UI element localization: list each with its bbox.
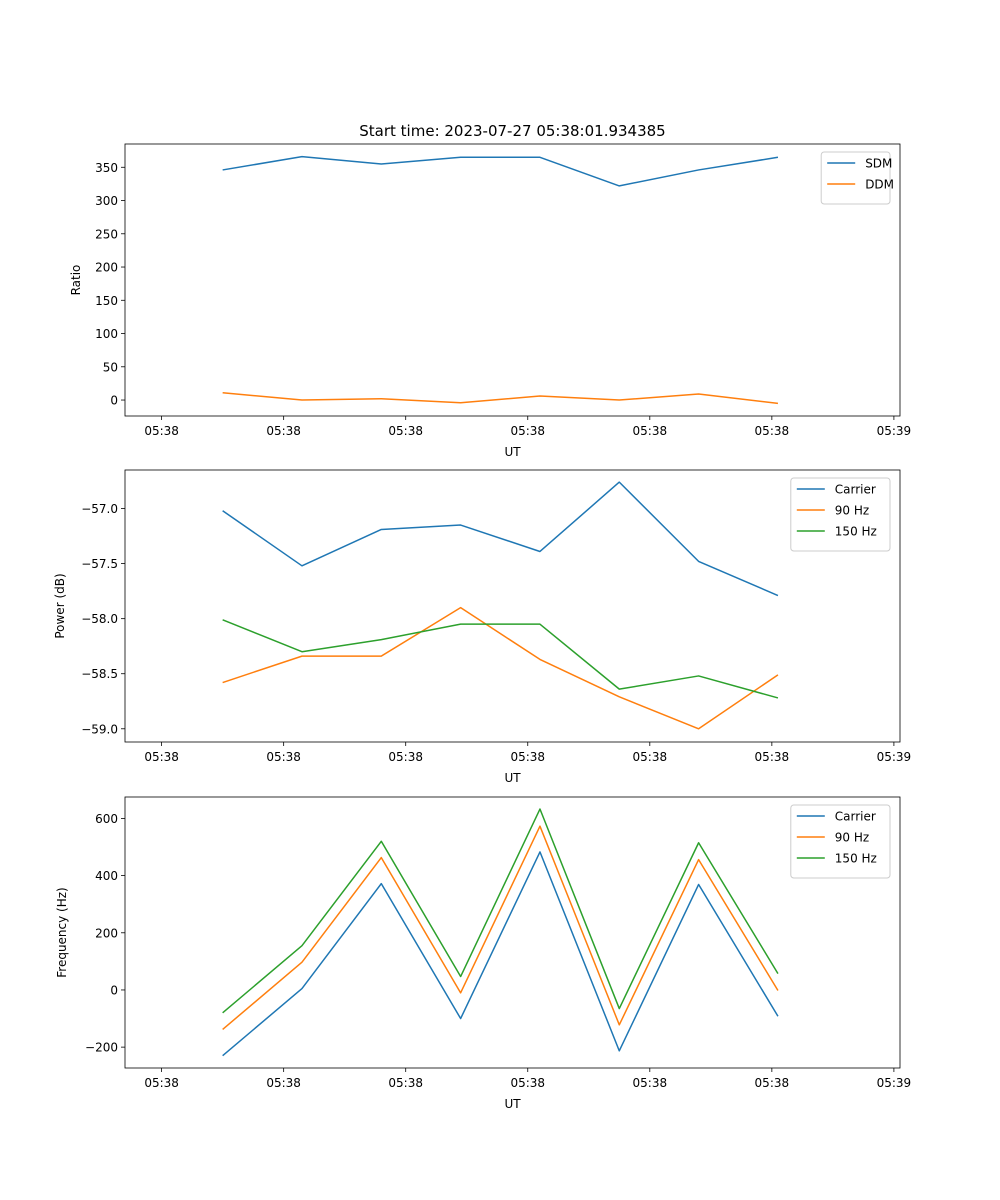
- series-line-90-hz: [222, 825, 779, 1030]
- plot-frame: [124, 469, 901, 743]
- legend-entry: SDM: [865, 157, 892, 171]
- x-tick-label: 05:38: [144, 424, 179, 438]
- y-tick-label: 0: [110, 983, 118, 997]
- legend: Carrier 90 Hz 150 Hz: [790, 477, 891, 552]
- y-axis-label: Frequency (Hz): [55, 887, 69, 978]
- y-tick-label: 0: [110, 394, 118, 408]
- plot-frame: [124, 143, 901, 417]
- legend-entry: 150 Hz: [835, 852, 877, 866]
- x-tick-label: 05:38: [510, 1076, 545, 1090]
- y-tick-label: −57.0: [81, 502, 118, 516]
- x-tick-label: 05:38: [633, 750, 668, 764]
- x-tick-label: 05:38: [633, 424, 668, 438]
- subplot-1: Start time: 2023-07-27 05:38:01.93438505…: [69, 122, 911, 459]
- x-tick-label: 05:38: [144, 1076, 179, 1090]
- y-tick-label: 200: [95, 926, 118, 940]
- series-line-ddm: [222, 391, 779, 405]
- y-tick-label: 50: [103, 360, 118, 374]
- x-tick-label: 05:38: [510, 750, 545, 764]
- series-line-150-hz: [222, 808, 779, 1014]
- x-tick-label: 05:38: [266, 1076, 301, 1090]
- x-tick-label: 05:38: [755, 424, 790, 438]
- legend-entry: Carrier: [835, 810, 876, 824]
- x-axis-label: UT: [504, 1097, 521, 1111]
- y-tick-label: 350: [95, 161, 118, 175]
- legend-entry: 90 Hz: [835, 504, 869, 518]
- y-tick-label: −200: [85, 1041, 118, 1055]
- y-tick-label: 600: [95, 812, 118, 826]
- legend-box: [790, 804, 891, 879]
- y-axis-label: Ratio: [69, 265, 83, 296]
- x-tick-label: 05:39: [877, 424, 912, 438]
- x-axis-label: UT: [504, 445, 521, 459]
- x-tick-label: 05:38: [755, 750, 790, 764]
- x-axis-label: UT: [504, 771, 521, 785]
- x-tick-label: 05:38: [510, 424, 545, 438]
- legend-entry: DDM: [865, 178, 894, 192]
- y-tick-label: −58.5: [81, 667, 118, 681]
- y-tick-label: 300: [95, 194, 118, 208]
- y-tick-label: −57.5: [81, 557, 118, 571]
- series-line-150-hz: [222, 619, 779, 699]
- legend-box: [790, 477, 891, 552]
- legend: SDM DDM: [820, 151, 894, 205]
- series-line-sdm: [222, 155, 779, 187]
- y-tick-label: −59.0: [81, 722, 118, 736]
- x-tick-label: 05:38: [144, 750, 179, 764]
- series-line-carrier: [222, 481, 779, 597]
- x-tick-label: 05:38: [388, 424, 423, 438]
- y-tick-label: 400: [95, 869, 118, 883]
- y-tick-label: 150: [95, 294, 118, 308]
- y-tick-label: 100: [95, 327, 118, 341]
- subplot-3: 05:38 05:38 05:38 05:38 05:38 05:38 05:39 600 40…: [55, 796, 912, 1111]
- y-tick-label: 200: [95, 261, 118, 275]
- y-tick-label: 250: [95, 227, 118, 241]
- plot-frame: [124, 796, 901, 1069]
- chart-title: Start time: 2023-07-27 05:38:01.934385: [359, 122, 665, 140]
- x-tick-label: 05:39: [877, 1076, 912, 1090]
- x-tick-label: 05:38: [755, 1076, 790, 1090]
- x-tick-label: 05:38: [388, 750, 423, 764]
- legend-box: [820, 151, 891, 205]
- legend-entry: 90 Hz: [835, 831, 869, 845]
- x-tick-label: 05:38: [388, 1076, 423, 1090]
- legend-entry: Carrier: [835, 483, 876, 497]
- legend-entry: 150 Hz: [835, 525, 877, 539]
- y-tick-label: −58.0: [81, 612, 118, 626]
- x-tick-label: 05:38: [266, 424, 301, 438]
- x-tick-label: 05:39: [877, 750, 912, 764]
- series-line-carrier: [222, 851, 779, 1057]
- x-tick-label: 05:38: [266, 750, 301, 764]
- legend: Carrier 90 Hz 150 Hz: [790, 804, 891, 879]
- subplot-2: 05:38 05:38 05:38 05:38 05:38 05:38 05:39 −57.0…: [53, 469, 912, 785]
- series-line-90-hz: [222, 606, 779, 730]
- y-axis-label: Power (dB): [53, 573, 67, 638]
- x-tick-label: 05:38: [633, 1076, 668, 1090]
